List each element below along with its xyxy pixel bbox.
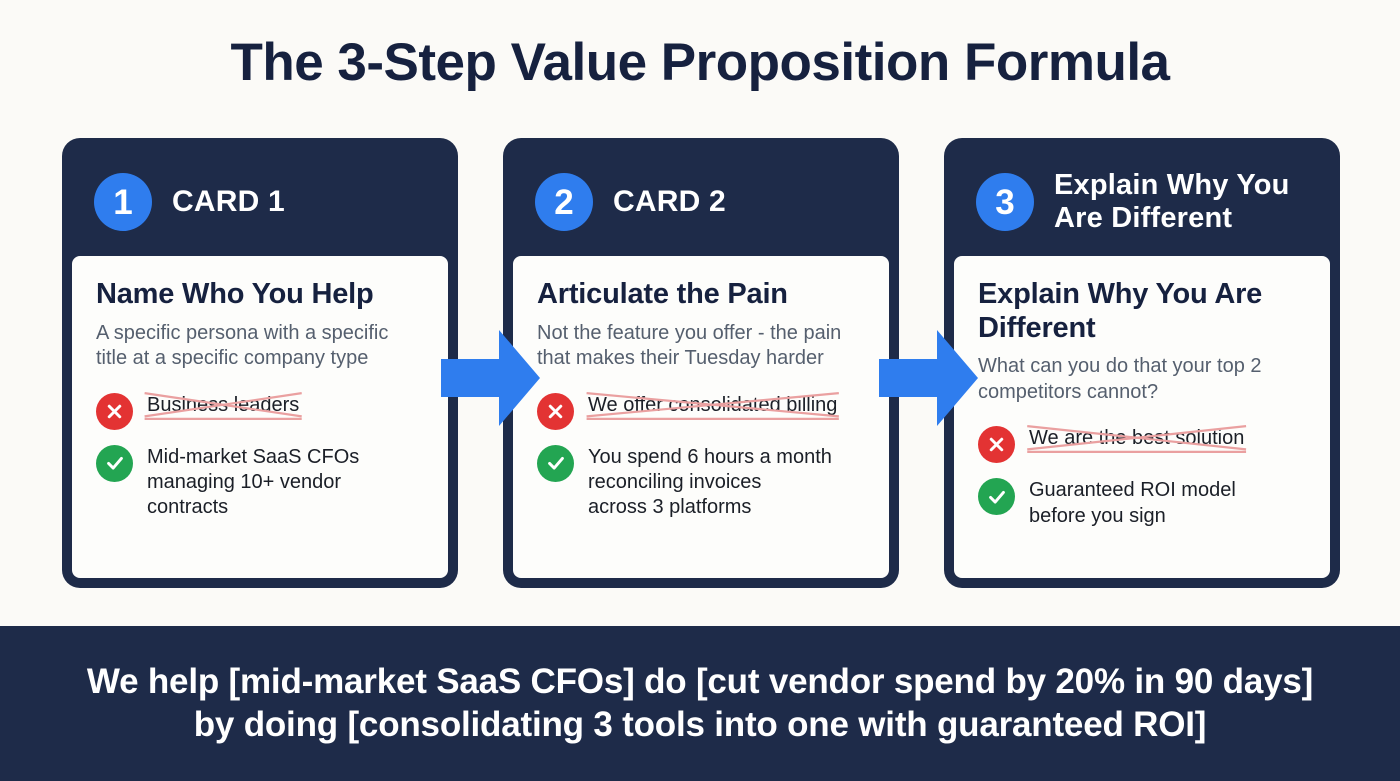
- bad-example-label-2: We offer consolidated billing: [588, 393, 838, 416]
- card-body-title-3: Explain Why You Are Different: [978, 278, 1263, 344]
- step-badge-1: 1: [94, 173, 152, 231]
- card-header-label-3: Explain Why You Are Different: [1054, 168, 1290, 234]
- arrow-right-icon-1: [441, 330, 540, 426]
- bad-example-text-3: We are the best solution: [1029, 425, 1244, 451]
- good-example-row-2: You spend 6 hours a month reconciling in…: [537, 444, 865, 521]
- card-header-label-2: CARD 2: [613, 184, 726, 218]
- cards-row: 1 CARD 1 Name Who You Help A specific pe…: [62, 138, 1340, 588]
- bad-example-text-2: We offer consolidated billing: [588, 392, 837, 418]
- step-card-3[interactable]: 3 Explain Why You Are Different Explain …: [944, 138, 1340, 588]
- x-circle-icon: [978, 426, 1015, 464]
- step-badge-3: 3: [976, 173, 1034, 231]
- card-header-1: 1 CARD 1: [72, 148, 448, 256]
- card-body-title-2: Articulate the Pain: [537, 278, 788, 310]
- good-example-row-1: Mid-market SaaS CFOs managing 10+ vendor…: [96, 444, 424, 521]
- arrow-right-icon-2: [879, 330, 978, 426]
- bad-example-row-3: We are the best solution: [978, 425, 1306, 464]
- card-body-desc-1: A specific persona with a specific title…: [96, 321, 389, 370]
- card-body-3: Explain Why You Are Different What can y…: [954, 256, 1330, 578]
- bad-example-row-2: We offer consolidated billing: [537, 392, 865, 430]
- footer-banner: We help [mid-market SaaS CFOs] do [cut v…: [0, 626, 1400, 781]
- step-card-1[interactable]: 1 CARD 1 Name Who You Help A specific pe…: [62, 138, 458, 588]
- card-body-title-1: Name Who You Help: [96, 278, 374, 310]
- card-header-label-1: CARD 1: [172, 184, 285, 218]
- good-example-row-3: Guaranteed ROI model before you sign: [978, 477, 1306, 528]
- bad-example-label-3: We are the best solution: [1029, 427, 1245, 450]
- bad-example-label-1: Business leaders: [147, 393, 300, 416]
- check-circle-icon: [537, 444, 574, 482]
- step-badge-2: 2: [535, 173, 593, 231]
- x-circle-icon: [537, 392, 574, 430]
- card-header-2: 2 CARD 2: [513, 148, 889, 256]
- bad-example-text-1: Business leaders: [147, 392, 299, 418]
- footer-line-1: We help [mid-market SaaS CFOs] do [cut v…: [86, 661, 1314, 701]
- good-example-text-3: Guaranteed ROI model before you sign: [1029, 479, 1236, 527]
- card-body-2: Articulate the Pain Not the feature you …: [513, 256, 889, 578]
- card-header-3: 3 Explain Why You Are Different: [954, 148, 1330, 256]
- card-body-desc-2: Not the feature you offer - the pain tha…: [537, 321, 842, 370]
- step-card-2[interactable]: 2 CARD 2 Articulate the Pain Not the fea…: [503, 138, 899, 588]
- bad-example-row-1: Business leaders: [96, 392, 424, 430]
- card-body-desc-3: What can you do that your top 2 competit…: [978, 355, 1262, 403]
- check-circle-icon: [978, 478, 1015, 516]
- good-example-text-1: Mid-market SaaS CFOs managing 10+ vendor…: [147, 445, 360, 519]
- good-example-text-2: You spend 6 hours a month reconciling in…: [588, 445, 832, 519]
- card-body-1: Name Who You Help A specific persona wit…: [72, 256, 448, 578]
- page-title: The 3-Step Value Proposition Formula: [230, 33, 1170, 92]
- x-circle-icon: [96, 392, 133, 430]
- footer-line-2: by doing [consolidating 3 tools into one…: [193, 704, 1207, 744]
- check-circle-icon: [96, 444, 133, 482]
